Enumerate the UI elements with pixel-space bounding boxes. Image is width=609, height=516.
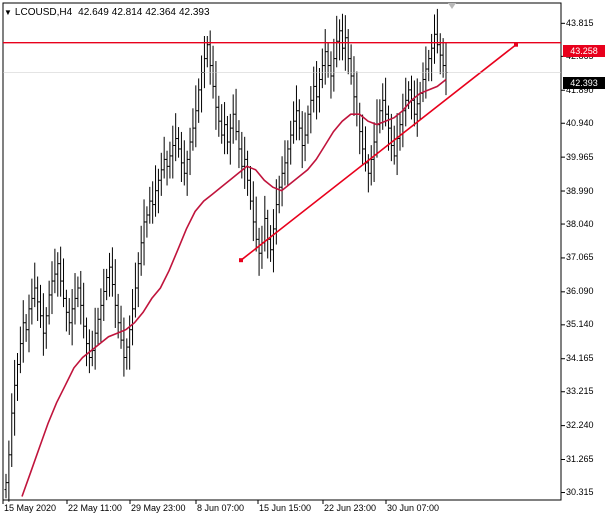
price-tick-label: 33.215 [566,386,594,397]
chart-shift-marker[interactable] [448,3,456,9]
open-value: 42.649 [78,7,109,18]
time-tick-label: 30 Jun 07:00 [387,503,440,513]
price-tick-label: 34.165 [566,353,594,364]
price-tick-label: 38.990 [566,185,594,196]
time-tick-label: 22 Jun 23:00 [324,503,377,513]
price-tick-label: 39.965 [566,151,594,162]
time-tick-label: 8 Jun 07:00 [197,503,245,513]
trend-line-handle [239,258,243,263]
price-tick-label: 38.040 [566,218,594,229]
trend-line [240,44,517,261]
price-tick-label: 32.240 [566,420,594,431]
symbol-menu-arrow-icon[interactable]: ▼ [4,8,12,17]
time-tick-label: 15 May 2020 [4,503,57,513]
trend-line-handle [514,42,518,47]
bid-price-badge: 42.393 [563,77,605,89]
time-tick-label: 15 Jun 15:00 [259,503,312,513]
price-tick-label: 37.065 [566,252,594,263]
plot-frame [2,2,562,501]
price-tick-label: 30.315 [566,487,594,498]
price-tick-label: 43.815 [566,17,594,28]
symbol-label: LCOUSD,H4 [14,7,73,18]
symbol-header: ▼ LCOUSD,H4 42.649 42.814 42.364 42.393 [4,7,213,18]
high-value: 42.814 [111,7,143,18]
time-tick-label: 29 May 23:00 [131,503,186,513]
moving-average-line [21,78,447,497]
price-tick-label: 40.940 [566,117,594,128]
level-price-badge: 43.258 [563,45,605,57]
price-tick-label: 41.890 [566,84,594,95]
price-tick-label: 31.265 [566,454,594,464]
close-value: 42.393 [178,7,210,18]
low-value: 42.364 [145,7,176,18]
price-tick-label: 36.090 [566,286,594,297]
time-tick-label: 22 May 11:00 [68,503,122,513]
price-tick-label: 35.140 [566,319,594,330]
